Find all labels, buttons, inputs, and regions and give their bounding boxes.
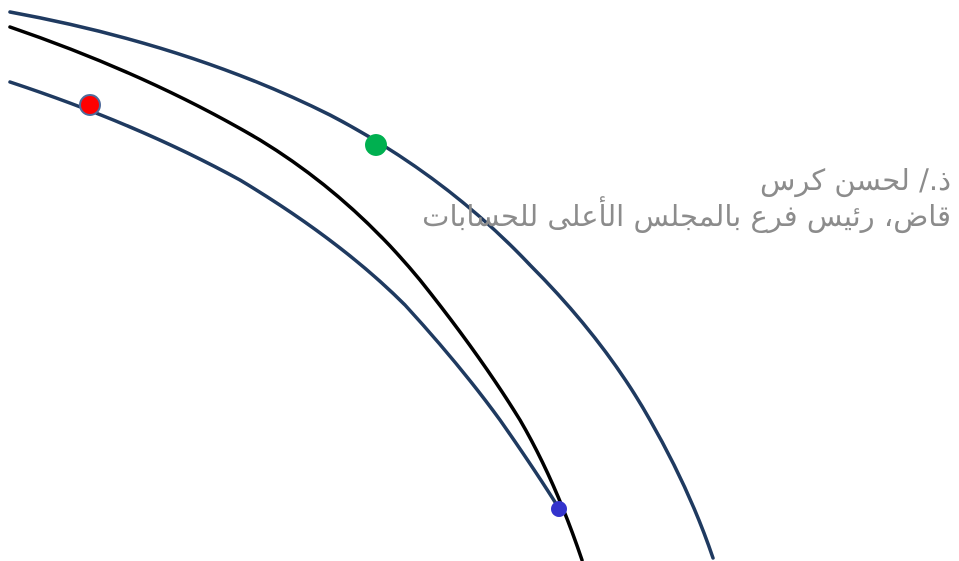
- middle-black-curve: [8, 25, 584, 561]
- blue-dot: [551, 501, 567, 517]
- author-block: ذ./ لحسن كرس قاض، رئيس فرع بالمجلس الأعل…: [391, 162, 951, 234]
- author-name: ذ./ لحسن كرس: [759, 163, 952, 197]
- author-title: قاض، رئيس فرع بالمجلس الأعلى للحسابات: [422, 199, 951, 233]
- inner-blue-curve: [8, 80, 562, 512]
- red-dot: [79, 94, 101, 116]
- green-dot: [365, 134, 387, 156]
- outer-blue-curve: [8, 10, 715, 560]
